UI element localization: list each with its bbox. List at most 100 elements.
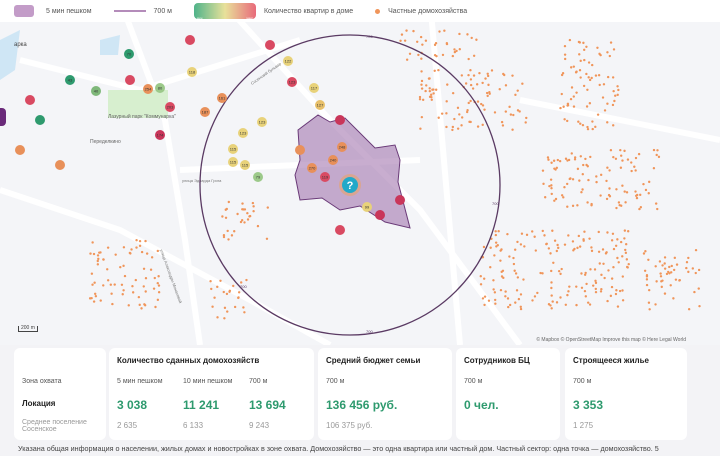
house-marker[interactable]: 254	[143, 84, 153, 94]
private-household-dot	[638, 207, 641, 211]
house-marker[interactable]	[15, 145, 25, 155]
label-location: Локация	[22, 399, 56, 408]
private-household-dot	[143, 303, 146, 306]
house-marker[interactable]: 40	[91, 86, 101, 96]
private-household-dot	[657, 155, 661, 159]
house-marker[interactable]	[25, 95, 35, 105]
private-household-dot	[560, 73, 564, 77]
private-household-dot	[517, 297, 521, 301]
house-marker[interactable]: 187	[200, 107, 210, 117]
house-marker[interactable]	[335, 115, 345, 125]
private-household-dot	[621, 275, 624, 278]
private-household-dot	[562, 196, 565, 199]
private-household-dot	[582, 238, 585, 241]
private-household-dot	[669, 284, 672, 287]
house-marker[interactable]: 174	[155, 130, 165, 140]
private-household-dot	[432, 92, 435, 95]
private-household-dot	[634, 194, 638, 198]
location-marker-icon[interactable]	[342, 177, 358, 193]
house-marker[interactable]	[335, 225, 345, 235]
map-canvas[interactable]: Лазурный парк "Коммунарка" Переделкино а…	[0, 0, 720, 345]
private-household-dot	[594, 281, 598, 285]
private-household-dot	[494, 241, 498, 244]
private-household-dot	[605, 179, 608, 183]
private-household-dot	[568, 38, 572, 42]
private-household-dot	[583, 58, 586, 62]
private-household-dot	[493, 254, 496, 257]
private-household-dot	[467, 101, 470, 105]
private-household-dot	[615, 289, 618, 292]
private-household-dot	[575, 70, 578, 73]
avg-value: 9 243	[249, 421, 270, 430]
house-marker[interactable]	[125, 75, 135, 85]
house-marker[interactable]: 123	[287, 77, 297, 87]
private-household-dot	[564, 303, 568, 307]
private-household-dot	[482, 245, 486, 249]
private-household-dot	[144, 290, 147, 293]
house-marker[interactable]	[295, 145, 305, 155]
house-marker[interactable]: 43	[65, 75, 75, 85]
house-marker[interactable]	[265, 40, 275, 50]
private-household-dot	[586, 88, 589, 92]
side-panel-toggle[interactable]	[0, 108, 6, 126]
house-marker[interactable]	[185, 35, 195, 45]
private-household-dot	[571, 240, 575, 243]
house-marker[interactable]	[395, 195, 405, 205]
house-marker[interactable]: 270	[307, 163, 317, 173]
private-household-dot	[91, 241, 94, 244]
private-household-dot	[460, 74, 464, 77]
private-household-dot	[224, 216, 228, 219]
house-marker[interactable]: 99	[362, 202, 372, 212]
private-household-dot	[621, 184, 624, 187]
private-household-dot	[697, 287, 700, 290]
private-household-dot	[589, 268, 592, 271]
house-marker[interactable]	[375, 210, 385, 220]
private-household-dot	[590, 249, 594, 253]
house-marker[interactable]: 122	[283, 56, 293, 66]
house-marker[interactable]: 117	[309, 83, 319, 93]
house-marker[interactable]	[35, 115, 45, 125]
house-marker[interactable]: 79	[253, 172, 263, 182]
private-household-dot	[135, 246, 138, 249]
house-marker[interactable]: 118	[187, 67, 197, 77]
water	[0, 30, 20, 80]
house-marker[interactable]: 123	[238, 128, 248, 138]
private-household-dot	[153, 276, 156, 280]
house-marker[interactable]: 203	[165, 102, 175, 112]
house-marker[interactable]	[55, 160, 65, 170]
private-household-dot	[550, 269, 553, 273]
private-household-dot	[241, 202, 244, 205]
private-household-dot	[691, 267, 695, 270]
private-household-dot	[481, 104, 485, 107]
map-attribution[interactable]: © Mapbox © OpenStreetMap Improve this ma…	[536, 337, 686, 343]
private-household-dot	[154, 305, 157, 309]
private-household-dot	[437, 68, 440, 72]
private-household-dot	[630, 169, 633, 173]
map[interactable]: Лазурный парк "Коммунарка" Переделкино а…	[0, 0, 720, 345]
house-marker[interactable]: 115	[228, 157, 238, 167]
house-marker[interactable]: 248	[337, 142, 347, 152]
house-marker[interactable]: 123	[257, 117, 267, 127]
private-household-dot	[486, 74, 490, 78]
house-marker[interactable]: 115	[228, 144, 238, 154]
house-marker[interactable]: 70	[124, 49, 134, 59]
house-marker[interactable]: 127	[315, 100, 325, 110]
private-household-dot	[616, 256, 619, 260]
private-household-dot	[624, 201, 627, 204]
private-household-dot	[589, 155, 592, 159]
house-marker[interactable]: 119	[320, 172, 330, 182]
private-household-dot	[602, 83, 606, 86]
private-household-dot	[237, 291, 241, 294]
house-marker[interactable]: 161	[217, 93, 227, 103]
private-household-dot	[568, 285, 571, 288]
house-marker[interactable]: 240	[328, 155, 338, 165]
private-household-dot	[660, 285, 663, 289]
house-marker[interactable]: 80	[155, 83, 165, 93]
private-household-dot	[475, 38, 478, 41]
svg-text:700: 700	[366, 34, 373, 39]
house-marker[interactable]: 115	[240, 160, 250, 170]
private-household-dot	[610, 277, 614, 280]
private-household-dot	[614, 244, 618, 247]
private-household-dot	[219, 279, 222, 282]
svg-text:123: 123	[259, 120, 266, 125]
